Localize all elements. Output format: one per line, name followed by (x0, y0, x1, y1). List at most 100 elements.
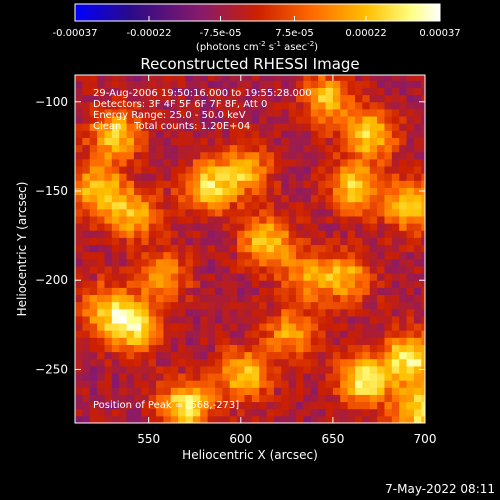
heatmap-cell (178, 130, 187, 138)
heatmap-cell (406, 294, 415, 303)
heatmap-cell (413, 151, 422, 160)
heatmap-cell (148, 151, 157, 160)
heatmap-cell (303, 158, 312, 167)
chart-title: Reconstructed RHESSI Image (140, 55, 359, 73)
colorbar-tick-label: -0.00022 (127, 28, 172, 39)
heatmap-cell (355, 280, 363, 288)
heatmap-cell (156, 151, 164, 160)
heatmap-cell (133, 151, 142, 160)
heatmap-cell (391, 244, 400, 253)
heatmap-cell (111, 80, 120, 88)
heatmap-cell (384, 401, 393, 410)
heatmap-cell (318, 308, 327, 317)
heatmap-cell (104, 294, 113, 303)
heatmap-cell (362, 75, 371, 81)
heatmap-cell (97, 173, 105, 181)
heatmap-cell (340, 75, 349, 81)
heatmap-cell (399, 394, 408, 403)
heatmap-cell (89, 294, 98, 303)
heatmap-cell (156, 273, 164, 281)
heatmap-cell (178, 323, 187, 331)
heatmap-cell (288, 365, 297, 374)
heatmap-cell (82, 408, 91, 417)
heatmap-cell (111, 166, 120, 174)
heatmap-cell (340, 223, 349, 231)
heatmap-cell (185, 194, 194, 203)
heatmap-cell (273, 116, 282, 124)
heatmap-cell (325, 308, 334, 317)
heatmap-cell (296, 194, 304, 203)
heatmap-cell (303, 401, 312, 410)
heatmap-cell (355, 358, 363, 367)
heatmap-cell (229, 215, 238, 224)
heatmap-cell (111, 101, 120, 110)
heatmap-cell (369, 173, 378, 181)
heatmap-cell (75, 394, 83, 403)
heatmap-cell (413, 173, 422, 181)
heatmap-cell (266, 344, 275, 353)
heatmap-cell (104, 173, 113, 181)
heatmap-cell (111, 223, 120, 231)
heatmap-cell (229, 273, 238, 281)
heatmap-cell (413, 215, 422, 224)
heatmap-cell (266, 123, 275, 131)
heatmap-cell (377, 323, 385, 331)
heatmap-cell (259, 158, 268, 167)
heatmap-cell (413, 158, 422, 167)
heatmap-cell (413, 80, 422, 88)
heatmap-cell (310, 80, 319, 88)
heatmap-cell (148, 123, 157, 131)
heatmap-cell (413, 380, 422, 388)
heatmap-cell (421, 287, 425, 296)
heatmap-cell (362, 337, 371, 345)
heatmap-cell (119, 123, 128, 131)
heatmap-cell (244, 330, 253, 338)
heatmap-cell (82, 394, 91, 403)
heatmap-cell (185, 173, 194, 181)
heatmap-cell (207, 87, 216, 96)
heatmap-cell (259, 365, 268, 374)
heatmap-cell (281, 301, 290, 310)
heatmap-cell (185, 166, 194, 174)
heatmap-cell (347, 265, 356, 274)
heatmap-cell (369, 365, 378, 374)
heatmap-cell (281, 137, 290, 146)
heatmap-cell (413, 394, 422, 403)
heatmap-cell (163, 208, 172, 217)
heatmap-cell (281, 144, 290, 153)
heatmap-cell (119, 351, 128, 360)
heatmap-cell (332, 201, 341, 210)
heatmap-cell (303, 173, 312, 181)
x-tick-label: 550 (137, 432, 160, 446)
heatmap-cell (185, 144, 194, 153)
heatmap-cell (303, 258, 312, 267)
heatmap-cell (111, 315, 120, 324)
heatmap-cell (296, 215, 304, 224)
heatmap-cell (192, 323, 201, 331)
heatmap-cell (296, 94, 304, 103)
heatmap-cell (421, 87, 425, 96)
heatmap-cell (288, 244, 297, 253)
heatmap-cell (310, 87, 319, 96)
heatmap-cell (266, 308, 275, 317)
heatmap-cell (310, 137, 319, 146)
heatmap-cell (192, 344, 201, 353)
heatmap-cell (288, 280, 297, 288)
heatmap-cell (259, 280, 268, 288)
heatmap-cell (237, 101, 245, 110)
heatmap-cell (413, 373, 422, 381)
heatmap-cell (391, 75, 400, 81)
heatmap-cell (296, 315, 304, 324)
heatmap-cell (303, 337, 312, 345)
heatmap-cell (303, 415, 312, 423)
heatmap-cell (288, 265, 297, 274)
heatmap-cell (391, 344, 400, 353)
heatmap-cell (207, 358, 216, 367)
heatmap-cell (325, 408, 334, 417)
heatmap-cell (192, 258, 201, 267)
heatmap-cell (296, 223, 304, 231)
heatmap-cell (119, 194, 128, 203)
heatmap-cell (369, 394, 378, 403)
heatmap-cell (369, 251, 378, 260)
heatmap-cell (111, 344, 120, 353)
